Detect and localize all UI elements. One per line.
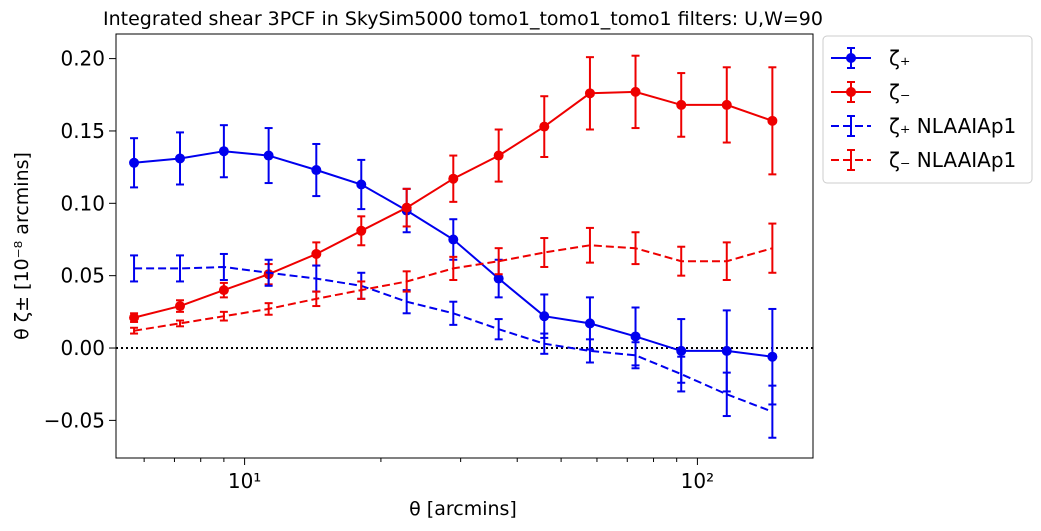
data-point xyxy=(493,150,504,161)
y-tick-label: 0.20 xyxy=(60,47,105,71)
data-point xyxy=(676,99,687,110)
legend-marker xyxy=(846,53,856,63)
axes: −0.05 0.00 0.05 0.10 0.15 0.20 10¹ 10² xyxy=(44,33,814,493)
chart-title: Integrated shear 3PCF in SkySim5000 tomo… xyxy=(103,8,823,30)
legend-entry: ζ₋ xyxy=(831,80,910,104)
legend-label: ζ₊ NLAAIAp1 xyxy=(889,114,1016,138)
legend-entry: ζ₊ NLAAIAp1 xyxy=(831,114,1016,138)
legend-label: ζ₋ xyxy=(889,80,910,104)
data-point xyxy=(311,165,322,176)
y-tick-label: 0.10 xyxy=(60,191,105,215)
legend: ζ₊ ζ₋ ζ₊ NLAAIAp1 ζ₋ NLAAIAp1 xyxy=(822,35,1033,184)
plot-inner xyxy=(116,54,813,439)
legend-label: ζ₋ NLAAIAp1 xyxy=(889,148,1016,172)
series-line xyxy=(134,265,773,413)
legend-entry: ζ₋ NLAAIAp1 xyxy=(831,148,1016,172)
data-point xyxy=(539,311,550,322)
legend-box xyxy=(822,35,1033,184)
data-point xyxy=(630,86,641,97)
data-point xyxy=(767,351,778,362)
data-point xyxy=(448,173,459,184)
data-point xyxy=(356,179,367,190)
data-point xyxy=(676,345,687,356)
data-point xyxy=(448,234,459,245)
legend-label: ζ₊ xyxy=(889,46,910,70)
data-point xyxy=(129,312,140,323)
data-point xyxy=(401,202,412,213)
x-tick-label: 10¹ xyxy=(228,469,261,493)
series-line xyxy=(133,90,773,319)
series-2 xyxy=(130,252,777,439)
plot-area xyxy=(116,54,813,439)
series-line xyxy=(133,244,773,332)
data-point xyxy=(630,331,641,342)
series-0 xyxy=(129,124,778,406)
legend-marker xyxy=(846,87,856,97)
data-point xyxy=(721,99,732,110)
data-point xyxy=(767,115,778,126)
y-axis-label: θ ζ± [10⁻⁸ arcmins] xyxy=(11,152,33,340)
data-point xyxy=(174,153,185,164)
x-axis-label: θ [arcmins] xyxy=(409,498,517,520)
y-tick-label: −0.05 xyxy=(44,408,105,432)
data-point xyxy=(584,88,595,99)
x-tick-label: 10² xyxy=(681,469,714,493)
data-point xyxy=(493,273,504,284)
y-tick-label: 0.15 xyxy=(60,119,105,143)
data-point xyxy=(129,157,140,168)
y-tick-label: 0.05 xyxy=(60,264,105,288)
plot-frame xyxy=(115,33,814,459)
series-1 xyxy=(129,54,778,323)
data-point xyxy=(584,318,595,329)
y-tick-label: 0.00 xyxy=(60,336,105,360)
data-point xyxy=(539,121,550,132)
data-point xyxy=(218,285,229,296)
legend-entry: ζ₊ xyxy=(831,46,910,70)
data-point xyxy=(174,301,185,312)
data-point xyxy=(263,150,274,161)
data-point xyxy=(356,225,367,236)
data-point xyxy=(218,146,229,157)
data-point xyxy=(721,345,732,356)
data-point xyxy=(311,248,322,259)
series-3 xyxy=(130,222,777,335)
